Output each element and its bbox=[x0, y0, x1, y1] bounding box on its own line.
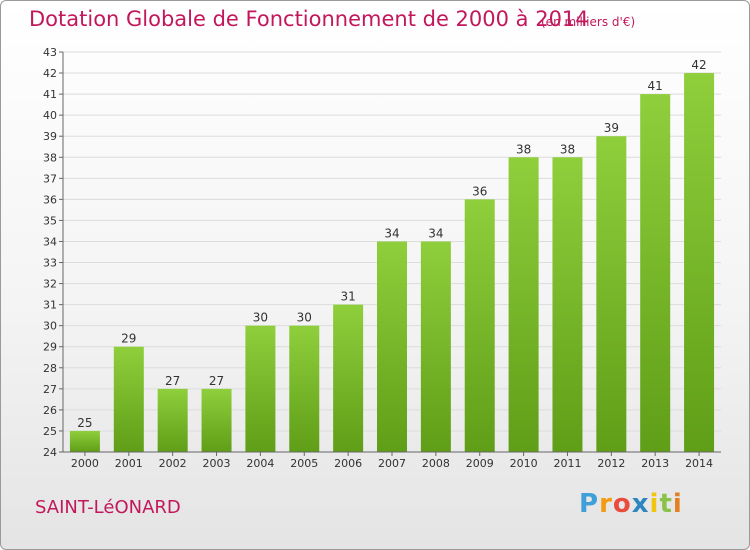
data-label-2001: 29 bbox=[121, 332, 136, 346]
y-tick-label: 33 bbox=[43, 257, 57, 270]
bar-2013 bbox=[640, 94, 671, 453]
x-tick-label: 2003 bbox=[203, 457, 231, 470]
bar-2008 bbox=[420, 241, 451, 452]
y-tick-label: 32 bbox=[43, 278, 57, 291]
y-tick-label: 26 bbox=[43, 404, 57, 417]
data-label-2007: 34 bbox=[384, 226, 399, 240]
data-label-2008: 34 bbox=[428, 226, 443, 240]
y-tick-label: 27 bbox=[43, 383, 57, 396]
data-label-2013: 41 bbox=[648, 79, 663, 93]
data-labels: 25 29 27 27 30 30 31 34 34 36 38 38 39 41 42 bbox=[77, 58, 706, 430]
x-tick-label: 2006 bbox=[334, 457, 362, 470]
y-tick-label: 29 bbox=[43, 341, 57, 354]
logo-letter: o bbox=[612, 489, 632, 519]
chart-subtitle: (en milliers d'€) bbox=[541, 15, 636, 29]
data-label-2006: 31 bbox=[340, 290, 355, 304]
y-tick-label: 24 bbox=[43, 446, 57, 459]
data-label-2000: 25 bbox=[77, 416, 92, 430]
y-tick-label: 38 bbox=[43, 151, 57, 164]
logo-letter: i bbox=[672, 489, 683, 519]
data-label-2014: 42 bbox=[691, 58, 706, 72]
bar-2004 bbox=[245, 325, 276, 452]
y-tick-label: 37 bbox=[43, 172, 57, 185]
y-tick-label: 43 bbox=[43, 46, 57, 59]
logo-letter: x bbox=[631, 489, 650, 519]
data-label-2004: 30 bbox=[253, 311, 268, 325]
bar-2003 bbox=[201, 388, 232, 452]
y-tick-label: 35 bbox=[43, 214, 57, 227]
logo-letter: r bbox=[599, 489, 613, 519]
x-tick-label: 2008 bbox=[422, 457, 450, 470]
y-tick-label: 42 bbox=[43, 67, 57, 80]
bar-2002 bbox=[157, 388, 188, 452]
data-label-2002: 27 bbox=[165, 374, 180, 388]
x-tick-label: 2000 bbox=[71, 457, 99, 470]
bar-2006 bbox=[333, 304, 364, 452]
bar-2005 bbox=[289, 325, 320, 452]
bar-2012 bbox=[596, 136, 627, 453]
x-tick-label: 2014 bbox=[685, 457, 713, 470]
y-tick-label: 25 bbox=[43, 425, 57, 438]
x-tick-label: 2010 bbox=[510, 457, 538, 470]
y-tick-label: 31 bbox=[43, 299, 57, 312]
data-label-2009: 36 bbox=[472, 184, 487, 198]
data-label-2005: 30 bbox=[297, 311, 312, 325]
data-label-2012: 39 bbox=[604, 121, 619, 135]
x-tick-label: 2013 bbox=[641, 457, 669, 470]
proxiti-logo: Proxiti bbox=[579, 489, 683, 519]
bar-2014 bbox=[684, 73, 715, 452]
logo-letter: t bbox=[659, 489, 673, 519]
bar-2007 bbox=[377, 241, 407, 452]
x-tick-label: 2012 bbox=[597, 457, 625, 470]
x-tick-label: 2002 bbox=[159, 457, 187, 470]
bar-2011 bbox=[552, 157, 583, 452]
x-tick-label: 2011 bbox=[553, 457, 581, 470]
y-tick-label: 39 bbox=[43, 130, 57, 143]
bar-2001 bbox=[113, 346, 144, 452]
x-tick-label: 2007 bbox=[378, 457, 406, 470]
y-tick-label: 34 bbox=[43, 235, 57, 248]
x-tick-label: 2004 bbox=[246, 457, 274, 470]
y-tick-label: 40 bbox=[43, 109, 57, 122]
town-name: SAINT-LéONARD bbox=[35, 497, 181, 518]
logo-letter: P bbox=[579, 489, 600, 519]
x-tick-label: 2001 bbox=[115, 457, 143, 470]
data-label-2011: 38 bbox=[560, 142, 575, 156]
y-tick-label: 28 bbox=[43, 362, 57, 375]
bar-2009 bbox=[464, 199, 495, 452]
y-tick-label: 30 bbox=[43, 320, 57, 333]
x-tick-label: 2009 bbox=[466, 457, 494, 470]
y-tick-label: 41 bbox=[43, 88, 57, 101]
y-tick-label: 36 bbox=[43, 193, 57, 206]
bar-2000 bbox=[69, 430, 100, 452]
logo-letter: i bbox=[649, 489, 660, 519]
chart-title: Dotation Globale de Fonctionnement de 20… bbox=[29, 7, 589, 31]
data-label-2010: 38 bbox=[516, 142, 531, 156]
x-tick-label: 2005 bbox=[290, 457, 318, 470]
bar-2010 bbox=[508, 157, 539, 452]
data-label-2003: 27 bbox=[209, 374, 224, 388]
axes: 24 25 26 27 28 29 30 31 32 33 34 35 36 37 38 39 40 41 42 43… bbox=[43, 46, 721, 470]
bars bbox=[69, 73, 715, 453]
